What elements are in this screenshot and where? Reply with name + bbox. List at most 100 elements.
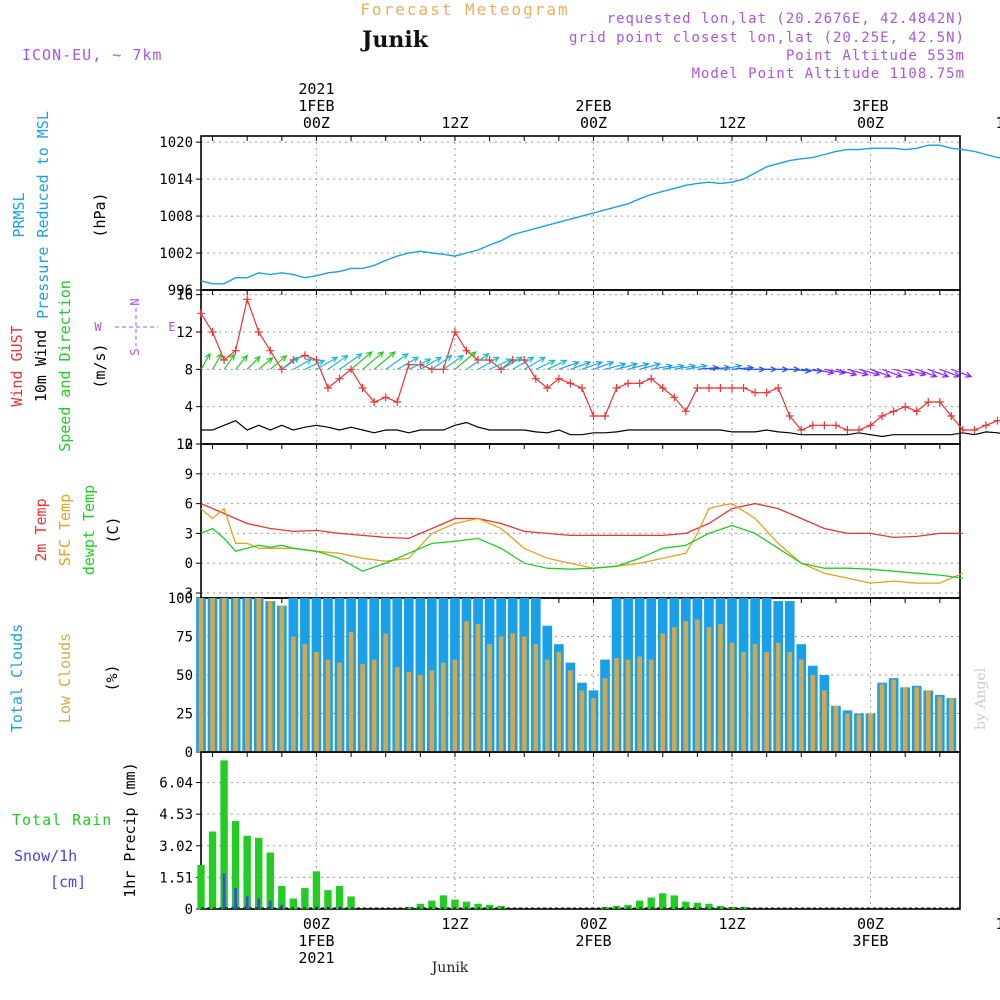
wind-arrow (570, 360, 592, 370)
wind-arrow (489, 358, 513, 370)
bottom-time-label: 1FEB (298, 932, 334, 950)
low-cloud-bar (868, 713, 873, 752)
compass-east: E (168, 320, 175, 334)
gust-marker (728, 384, 737, 392)
rain-bar (312, 871, 321, 909)
snow-bar (257, 898, 261, 909)
y-tick-label: 0 (185, 556, 193, 572)
low-cloud-bar (475, 624, 481, 752)
gust-marker (901, 402, 910, 411)
low-cloud-bar (210, 598, 215, 752)
wind-arrow (385, 353, 409, 370)
top-time-label: 12Z (718, 114, 745, 132)
wind-arrow (858, 368, 881, 377)
wind-arrow (697, 364, 720, 372)
wind-arrow (951, 368, 973, 378)
gust-marker (208, 328, 217, 336)
wind-arrow (639, 362, 662, 370)
low-cloud-bar (660, 633, 666, 752)
clouds-panel: 0 25 50 75 100 (168, 591, 961, 761)
gust-marker (543, 384, 552, 392)
top-time-label: 1FEB (298, 97, 334, 115)
low-cloud-bar (394, 667, 400, 752)
low-cloud-bar (521, 636, 527, 752)
rain-bar (659, 893, 667, 909)
bottom-time-label: 2021 (298, 949, 334, 967)
rain-bar (624, 904, 632, 909)
wind-arrow (593, 360, 615, 370)
side-label: Pressure Reduced to MSL (34, 111, 52, 319)
low-cloud-bar (256, 598, 262, 752)
gust-marker (878, 412, 887, 420)
low-cloud-bar (752, 644, 758, 752)
rain-bar (474, 903, 482, 909)
wind-arrow (258, 356, 274, 370)
low-cloud-bar (718, 624, 723, 752)
side-label: dewpt Temp (80, 485, 98, 575)
temp-sfc-line (200, 502, 964, 584)
compass-west: W (94, 320, 102, 334)
gust-marker (358, 384, 367, 392)
low-cloud-bar (302, 644, 308, 752)
low-cloud-bar (579, 690, 585, 752)
wind-arrow (916, 368, 938, 378)
low-cloud-bar (879, 684, 885, 752)
wind-arrow (235, 354, 249, 370)
rain-bar (428, 900, 436, 909)
low-cloud-bar (741, 651, 746, 752)
low-cloud-bar (429, 670, 435, 752)
low-cloud-bar (729, 642, 735, 752)
wind-arrow (616, 362, 639, 370)
rain-bar (278, 885, 286, 909)
rain-bar (220, 760, 228, 909)
low-cloud-bar (487, 644, 492, 752)
temperature-labels: 2m Temp SFC Temp dewpt Temp (C) (32, 485, 122, 575)
rain-bar (335, 885, 344, 909)
low-cloud-bar (221, 598, 227, 752)
side-label: Total Clouds (8, 624, 26, 732)
low-cloud-bar (683, 621, 689, 752)
wind-arrow (512, 356, 535, 370)
gust-marker (243, 295, 252, 304)
rain-bar (693, 902, 702, 909)
gust-marker (716, 384, 725, 392)
gust-marker (681, 407, 690, 416)
rain-bar (612, 905, 621, 909)
y-tick-label: 4.53 (159, 807, 193, 823)
side-label: Wind GUST (8, 325, 26, 406)
footer-location: Junik (430, 960, 469, 976)
side-label: PRMSL (10, 192, 28, 237)
snow-bar (234, 888, 238, 909)
grid-point-coords: grid point closest lon,lat (20.25E, 42.5… (569, 30, 965, 46)
gust-marker (462, 346, 471, 355)
low-cloud-bar (568, 670, 573, 752)
low-cloud-bar (706, 627, 712, 752)
bottom-time-label: 00Z (857, 915, 884, 933)
gust-marker (635, 379, 644, 388)
gust-marker (589, 412, 598, 420)
top-time-label: 00Z (303, 114, 330, 132)
snow-bar (245, 896, 249, 909)
snow-bar (280, 904, 284, 909)
gust-marker (981, 421, 990, 430)
y-tick-label: 4 (185, 400, 193, 416)
snow-bar (268, 900, 272, 909)
y-tick-label: 6.04 (159, 776, 193, 792)
wind-arrow (870, 368, 892, 378)
temperature-panel: -3 0 3 6 9 12 (176, 437, 964, 602)
wind-arrow (558, 360, 580, 370)
wind-arrow (535, 359, 557, 370)
rain-bar (670, 895, 678, 909)
panel-frame (200, 135, 961, 291)
gust-marker (820, 421, 829, 430)
gust-marker (797, 426, 806, 434)
y-tick-label: 3 (185, 526, 193, 542)
gust-marker (843, 426, 852, 434)
low-cloud-bar (614, 658, 619, 752)
low-cloud-bar (533, 644, 539, 752)
y-tick-label: 0 (185, 902, 193, 918)
y-tick-label: 1014 (159, 172, 193, 188)
rain-bar (208, 831, 217, 909)
wind-arrow (547, 359, 568, 370)
